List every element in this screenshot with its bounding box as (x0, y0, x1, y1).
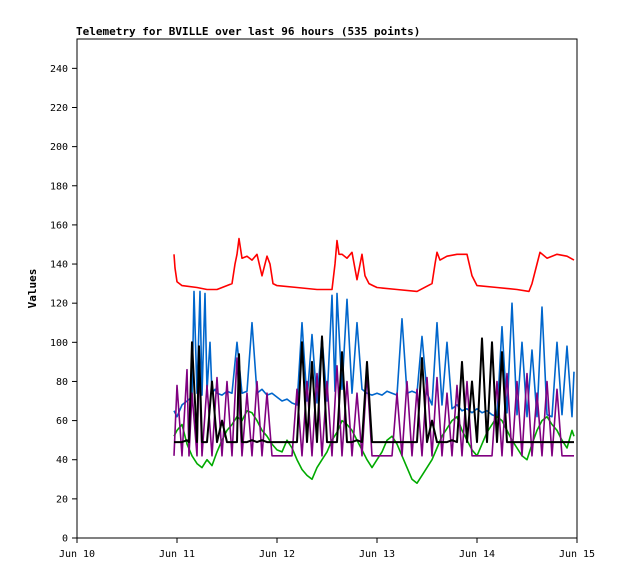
y-tick-label: 180 (50, 181, 68, 192)
y-tick-label: 140 (50, 260, 68, 271)
x-axis: Jun 10 Jun 11 Jun 12 Jun 13 Jun 14 Jun 15 (59, 538, 595, 560)
y-axis: 0 20 40 60 80 100 120 140 160 180 200 220 240 (50, 64, 77, 545)
y-tick-label: 0 (62, 534, 68, 545)
series-line-1 (173, 237, 575, 293)
y-tick-label: 80 (56, 377, 68, 388)
chart-title: Telemetry for BVILLE over last 96 hours … (76, 25, 420, 38)
y-tick-label: 20 (56, 494, 68, 505)
y-tick-label: 40 (56, 455, 68, 466)
x-tick-label: Jun 10 (59, 549, 95, 560)
x-tick-label: Jun 15 (559, 549, 595, 560)
y-tick-label: 160 (50, 220, 68, 231)
x-tick-label: Jun 13 (359, 549, 395, 560)
y-tick-label: 100 (50, 338, 68, 349)
x-tick-label: Jun 11 (159, 549, 195, 560)
y-axis-label: Values (26, 269, 39, 309)
series-group (173, 237, 575, 485)
series-line-5 (174, 335, 574, 444)
y-tick-label: 60 (56, 416, 68, 427)
y-tick-label: 200 (50, 142, 68, 153)
series-line-2 (173, 290, 575, 418)
y-tick-label: 120 (50, 299, 68, 310)
y-tick-label: 220 (50, 103, 68, 114)
y-tick-label: 240 (50, 64, 68, 75)
x-tick-label: Jun 14 (459, 549, 495, 560)
plot-frame (76, 38, 578, 539)
x-tick-label: Jun 12 (259, 549, 295, 560)
